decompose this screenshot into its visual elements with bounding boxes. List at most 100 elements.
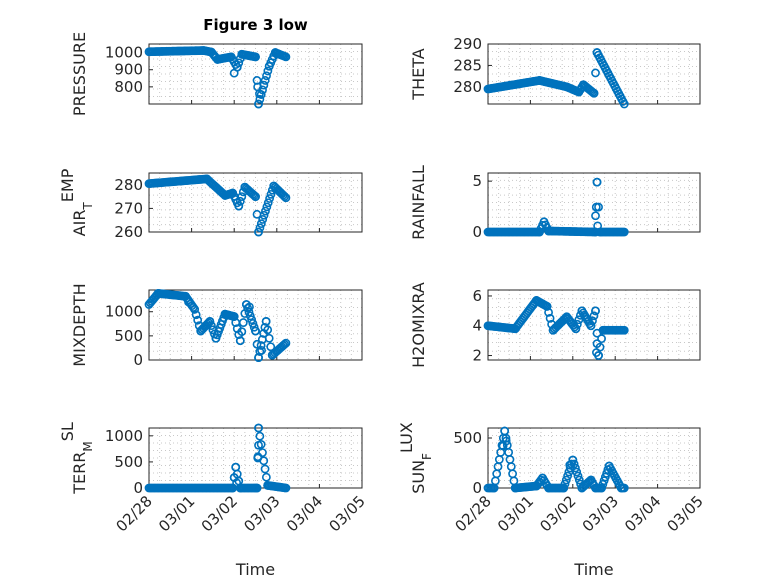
y-tick-label: 500	[114, 453, 143, 471]
data-point	[560, 479, 570, 489]
x-tick-label: 03/03	[579, 492, 622, 535]
data-point	[542, 301, 552, 311]
data-point	[256, 341, 266, 350]
data-point	[505, 455, 515, 464]
data-point	[258, 215, 268, 224]
y-tick-label: 260	[114, 223, 143, 241]
data-point	[244, 307, 254, 317]
data-point	[494, 455, 504, 464]
data-point	[280, 339, 289, 349]
data-point	[572, 319, 582, 329]
data-point	[206, 321, 216, 331]
data-point	[193, 315, 203, 325]
data-point	[251, 52, 260, 62]
data-point	[563, 471, 573, 481]
data-point	[231, 462, 241, 472]
data-point	[592, 177, 602, 187]
data-point	[261, 316, 271, 326]
data-point	[260, 76, 270, 85]
x-tick-label: 03/02	[536, 492, 579, 535]
data-point	[184, 297, 193, 307]
x-tick-label: 03/05	[664, 492, 707, 535]
data-point	[245, 302, 254, 312]
y-tick-label: 900	[114, 61, 143, 79]
data-point	[266, 342, 276, 352]
data-point	[252, 483, 262, 493]
y-axis-label: THETA	[409, 48, 428, 100]
data-point	[254, 99, 263, 109]
data-point	[257, 345, 266, 355]
data-point	[254, 227, 263, 237]
y-axis-label: TERRMSL	[58, 422, 96, 495]
x-tick-label: 03/03	[240, 492, 283, 535]
figure-title: Figure 3 low	[203, 16, 308, 34]
y-tick-label: 0	[472, 479, 482, 497]
data-point	[262, 71, 271, 81]
data-point	[266, 189, 276, 199]
data-point	[264, 333, 274, 343]
data-point	[508, 469, 518, 479]
subplot-6: 2 4 6 H2OMIXRA	[409, 282, 701, 368]
data-point	[237, 327, 247, 337]
data-point	[205, 316, 215, 326]
data-point	[248, 319, 258, 328]
subplot-8: 0 500 02/28 03/01 03/02 03/03 03/04 03/05 SUNFLU…	[397, 422, 707, 579]
data-point	[619, 483, 629, 493]
y-tick-label: 0	[133, 479, 143, 497]
data-point	[238, 318, 248, 327]
data-point	[234, 201, 244, 211]
y-tick-label: 800	[114, 78, 143, 96]
axes-box	[487, 43, 701, 105]
data-point	[281, 483, 291, 493]
x-tick-label: 03/04	[621, 492, 664, 535]
data-point	[591, 306, 600, 316]
y-tick-label: 280	[453, 78, 482, 96]
data-point	[255, 223, 265, 233]
data-point	[253, 452, 263, 462]
data-point	[188, 303, 198, 312]
data-point	[597, 334, 606, 344]
data-point	[263, 198, 273, 208]
data-point	[259, 210, 269, 220]
y-tick-label: 290	[453, 35, 482, 53]
data-point	[571, 324, 581, 334]
y-axis-label: SUNFLUX	[397, 422, 435, 494]
data-point	[501, 436, 511, 446]
data-point	[280, 192, 289, 201]
data-point	[251, 192, 260, 201]
data-point	[235, 336, 245, 346]
data-point	[619, 227, 629, 237]
data-point	[281, 338, 291, 348]
subplot-3: 260 270 280 AIRTEMP	[58, 168, 363, 241]
data-point	[574, 475, 584, 485]
data-point	[263, 66, 273, 76]
data-point	[588, 316, 597, 326]
data-point	[573, 471, 583, 481]
data-point	[263, 325, 273, 335]
data-point	[492, 469, 502, 479]
data-point	[249, 322, 259, 332]
data-point	[619, 325, 629, 335]
data-point	[254, 440, 263, 450]
y-tick-label: 1000	[105, 303, 143, 321]
data-point	[593, 221, 603, 231]
x-tick-label: 03/01	[494, 492, 537, 535]
data-point	[504, 447, 514, 457]
data-point	[260, 464, 270, 474]
data-point	[229, 312, 239, 321]
x-axis-label: Time	[573, 560, 613, 579]
data-point	[255, 89, 264, 99]
data-point	[254, 423, 263, 433]
data-point	[591, 68, 600, 78]
data-point	[237, 192, 247, 201]
data-point	[591, 211, 600, 221]
y-tick-label: 1000	[105, 427, 143, 445]
data-point	[261, 206, 270, 216]
data-point	[261, 472, 271, 482]
data-point	[281, 52, 291, 62]
y-axis-label: H2OMIXRA	[409, 282, 428, 368]
y-axis-label: PRESSURE	[70, 32, 89, 116]
y-axis-label: MIXDEPTH	[70, 283, 89, 366]
data-point	[243, 303, 253, 313]
